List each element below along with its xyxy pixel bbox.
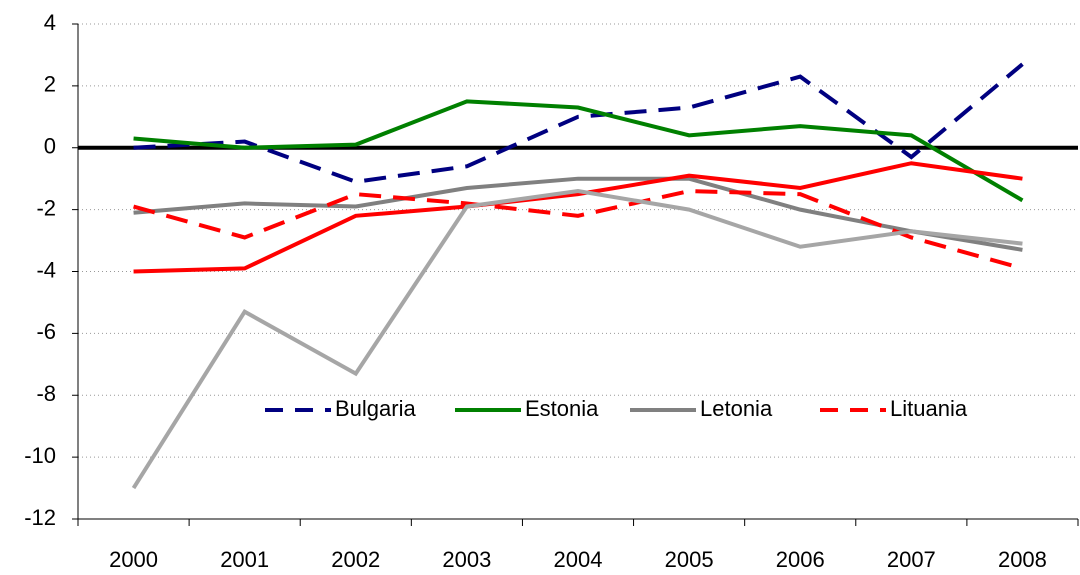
y-tick-label: 2 (44, 72, 56, 97)
legend-label: Bulgaria (335, 396, 416, 421)
legend-label: Letonia (700, 396, 773, 421)
x-tick-label: 2003 (442, 547, 491, 572)
y-tick-label: -8 (36, 381, 56, 406)
series-line (133, 189, 1023, 271)
y-tick-label: -12 (24, 505, 56, 530)
x-tick-label: 2004 (554, 547, 603, 572)
legend-label: Estonia (525, 396, 599, 421)
x-tick-label: 2002 (331, 547, 380, 572)
x-tick-label: 2007 (887, 547, 936, 572)
y-tick-label: 0 (44, 134, 56, 159)
y-tick-label: -6 (36, 319, 56, 344)
series-line (133, 62, 1024, 184)
x-tick-label: 2008 (998, 547, 1047, 572)
series-line (131, 189, 1023, 490)
y-tick-label: 4 (44, 10, 56, 35)
x-tick-label: 2001 (220, 547, 269, 572)
x-tick-label: 2005 (665, 547, 714, 572)
y-tick-label: -10 (24, 443, 56, 468)
y-tick-label: -4 (36, 257, 56, 282)
series-line (133, 99, 1024, 203)
series-line (133, 161, 1023, 274)
legend-label: Lituania (890, 396, 968, 421)
x-tick-label: 2006 (776, 547, 825, 572)
x-tick-label: 2000 (109, 547, 158, 572)
y-tick-label: -2 (36, 195, 56, 220)
